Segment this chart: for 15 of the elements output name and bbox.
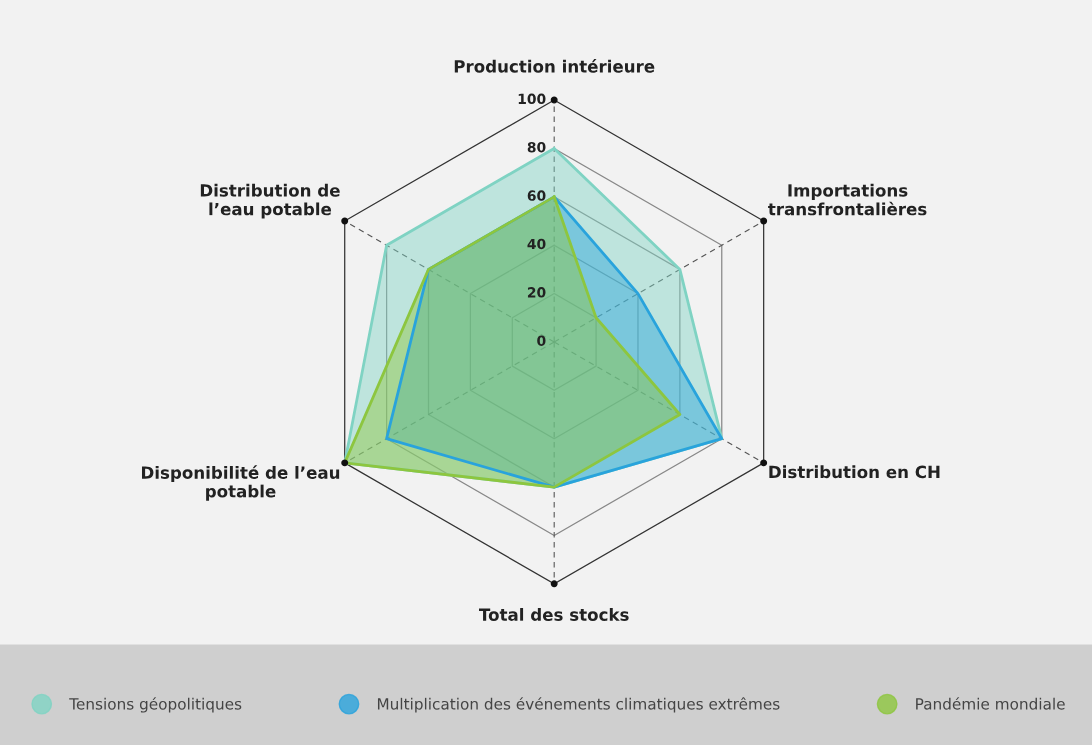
spoke-label: Disponibilité de l’eau potable [141, 465, 340, 501]
legend-label: Tensions géopolitiques [69, 697, 242, 713]
spoke-label: Distribution de l’eau potable [200, 183, 340, 219]
legend-label: Multiplication des événements climatiques extrêmes [377, 697, 780, 713]
spoke-label: Distribution en CH [769, 465, 940, 479]
y-tick-label: 60 [527, 190, 546, 201]
spoke-label: Importations transfrontalières [768, 183, 927, 216]
spoke-label: Production intérieure [454, 59, 655, 73]
legend-label: Pandémie mondiale [916, 697, 1065, 710]
spoke-label: Total des stocks [479, 608, 629, 621]
y-tick-label: 0 [537, 335, 546, 346]
y-tick-label: 80 [527, 141, 546, 153]
y-tick-label: 20 [527, 287, 546, 298]
y-tick-label: 100 [518, 93, 546, 105]
y-tick-label: 40 [527, 238, 546, 250]
